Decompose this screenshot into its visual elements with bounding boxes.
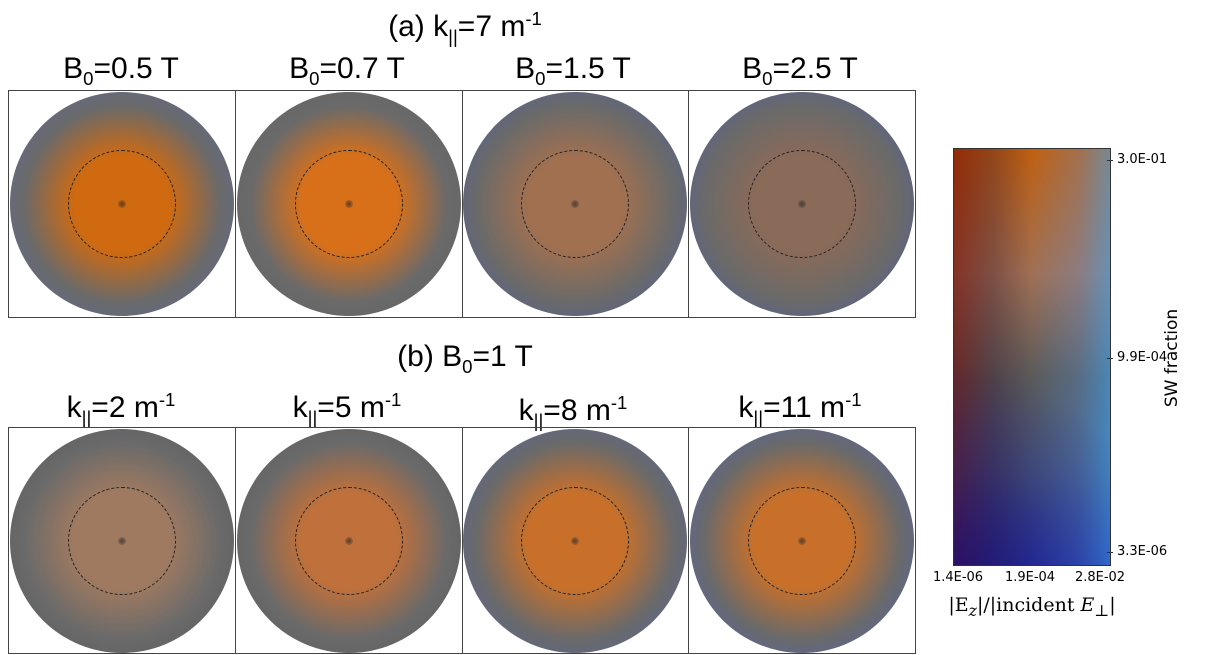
- colorbar-xlabel: |Ez|/|incident E⊥|: [948, 594, 1115, 620]
- label-prefix: B: [515, 52, 536, 85]
- colorbar-ylabel: SW fraction: [1162, 308, 1182, 408]
- label-sub: ||: [533, 410, 544, 431]
- panel-b-1: [9, 428, 236, 653]
- colorbar-xtick-right: 2.8E-02: [1074, 570, 1126, 585]
- label-sup: -1: [845, 389, 862, 410]
- label-rest: =8 m: [543, 394, 611, 427]
- label-sub: 0: [83, 68, 94, 89]
- center-dot: [117, 536, 126, 545]
- label-rest: =5 m: [317, 391, 385, 424]
- colorbar-ytick-bottom: 3.3E-06: [1106, 544, 1167, 559]
- dashed-ring: [521, 150, 630, 258]
- label-prefix: k: [66, 391, 82, 424]
- center-dot: [344, 536, 353, 545]
- xlabel-abs-open: |E: [948, 594, 969, 616]
- xlabel-abs-close: |: [1109, 594, 1116, 616]
- row-a-title-prefix: (a) k: [388, 10, 449, 43]
- dashed-ring: [748, 150, 857, 258]
- label-sub: 0: [309, 68, 320, 89]
- row-b-col-label: k||=11 m-1: [686, 383, 914, 435]
- label-rest: =2 m: [91, 391, 159, 424]
- dashed-ring: [294, 150, 403, 258]
- label-prefix: k: [518, 394, 534, 427]
- row-b-title-prefix: (b) B: [397, 340, 463, 373]
- colorbar: [953, 148, 1111, 566]
- center-dot: [798, 200, 807, 208]
- row-a-col-label: B0=0.7 T: [233, 52, 461, 96]
- row-b-title-mid: =1 T: [472, 340, 533, 373]
- row-b-title-sub: 0: [462, 356, 473, 377]
- panel-b-2: [236, 428, 463, 653]
- row-a-title-sub: ||: [448, 26, 458, 47]
- row-a-title: (a) k||=7 m-1: [0, 2, 930, 54]
- label-prefix: k: [292, 391, 308, 424]
- panel-a-4: [689, 91, 915, 317]
- xlabel-e: E: [1080, 594, 1095, 616]
- row-a-panels: [8, 90, 916, 318]
- dashed-ring: [294, 486, 403, 595]
- colorbar-corner-shade: [954, 149, 1110, 565]
- row-a-col-label: B0=1.5 T: [459, 52, 687, 96]
- center-dot: [798, 536, 807, 545]
- label-rest: =1.5 T: [545, 52, 631, 85]
- colorbar-xtick-left: 1.4E-06: [932, 570, 984, 585]
- xlabel-sub: z: [968, 600, 977, 620]
- center-dot: [344, 200, 353, 208]
- label-rest: =11 m: [763, 391, 846, 424]
- label-sub: 0: [535, 68, 546, 89]
- label-rest: =2.5 T: [772, 52, 858, 85]
- label-sup: -1: [384, 389, 402, 410]
- dashed-ring: [67, 150, 176, 258]
- dashed-ring: [521, 486, 630, 595]
- row-a-title-sup: -1: [525, 8, 542, 29]
- row-a-col-label: B0=0.5 T: [7, 52, 235, 96]
- panel-b-3: [463, 428, 690, 653]
- row-a-col-label: B0=2.5 T: [686, 52, 914, 96]
- dashed-ring: [748, 486, 857, 595]
- label-prefix: k: [738, 391, 754, 424]
- label-sup: -1: [158, 389, 176, 410]
- row-a-title-mid: =7 m: [457, 10, 526, 43]
- panel-a-3: [463, 91, 690, 317]
- label-prefix: B: [742, 52, 763, 85]
- colorbar-ytick-mid: 9.9E-04: [1106, 350, 1167, 365]
- colorbar-ytick-top: 3.0E-01: [1106, 152, 1167, 167]
- label-sub: ||: [81, 407, 92, 428]
- xlabel-perp: ⊥: [1094, 600, 1110, 620]
- label-rest: =0.5 T: [93, 52, 179, 85]
- row-b-panels: [8, 427, 916, 654]
- label-rest: =0.7 T: [319, 52, 405, 85]
- row-b-col-label: k||=2 m-1: [7, 383, 235, 435]
- row-b-title: (b) B0=1 T: [0, 340, 930, 384]
- xlabel-mid: |/|incident: [976, 594, 1081, 616]
- label-prefix: B: [289, 52, 310, 85]
- dashed-ring: [67, 486, 176, 595]
- label-sub: ||: [307, 407, 318, 428]
- row-b-col-label: k||=5 m-1: [233, 383, 461, 435]
- label-sub: ||: [753, 407, 764, 428]
- panel-b-4: [689, 428, 915, 653]
- panel-a-1: [9, 91, 236, 317]
- center-dot: [571, 200, 580, 208]
- label-sub: 0: [762, 68, 773, 89]
- panel-a-2: [236, 91, 463, 317]
- colorbar-xtick-mid: 1.9E-04: [1004, 570, 1056, 585]
- center-dot: [571, 536, 580, 545]
- row-b-col-label: k||=8 m-1: [459, 386, 687, 438]
- label-sup: -1: [610, 392, 628, 413]
- label-prefix: B: [63, 52, 84, 85]
- center-dot: [117, 200, 126, 208]
